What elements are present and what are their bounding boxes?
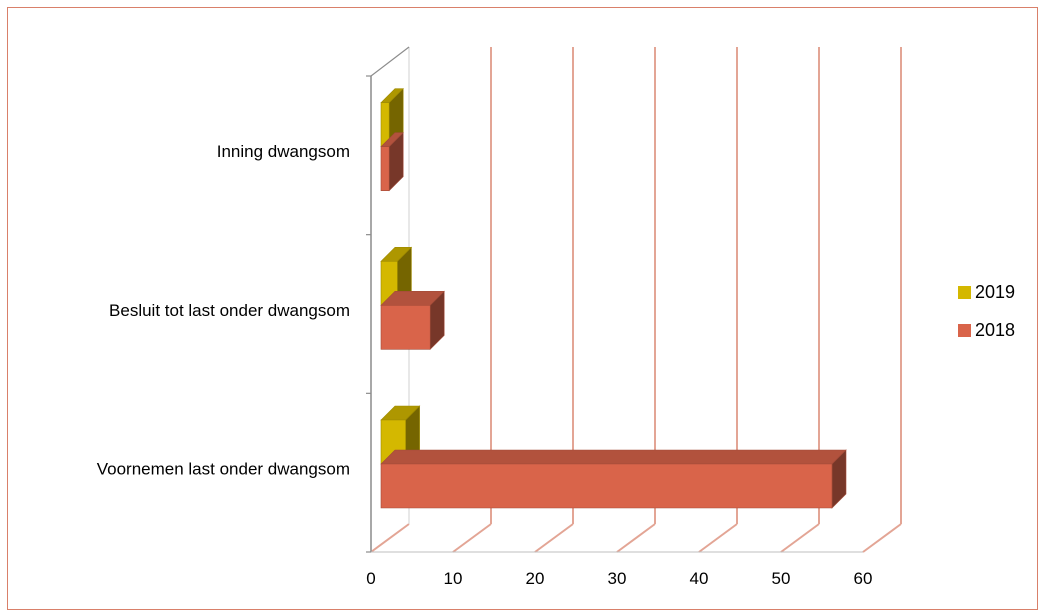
x-tick-label: 40 [690,569,709,588]
wall-top-edge [370,46,410,77]
x-tick-label: 30 [608,569,627,588]
x-tick-label: 60 [854,569,873,588]
legend-label: 2019 [975,282,1015,302]
floor-gridline [780,523,820,553]
category-label: Inning dwangsom [217,142,350,161]
floor-gridline [534,523,574,553]
bar-2018 [380,290,445,351]
x-tick-label: 10 [444,569,463,588]
chart-frame [7,7,1038,610]
floor-gridline [698,523,738,553]
legend-swatch [958,286,971,299]
bar-2018 [380,449,847,509]
category-label: Voornemen last onder dwangsom [97,459,350,478]
x-tick-label: 50 [772,569,791,588]
legend-swatch [958,324,971,337]
floor-gridline [370,523,410,553]
bar-2018 [380,131,404,192]
legend-label: 2018 [975,320,1015,340]
x-tick-label: 20 [526,569,545,588]
floor-gridline [616,523,656,553]
floor-gridline [862,523,902,553]
floor-gridline [452,523,492,553]
x-tick-label: 0 [366,569,375,588]
category-label: Besluit tot last onder dwangsom [109,301,350,320]
